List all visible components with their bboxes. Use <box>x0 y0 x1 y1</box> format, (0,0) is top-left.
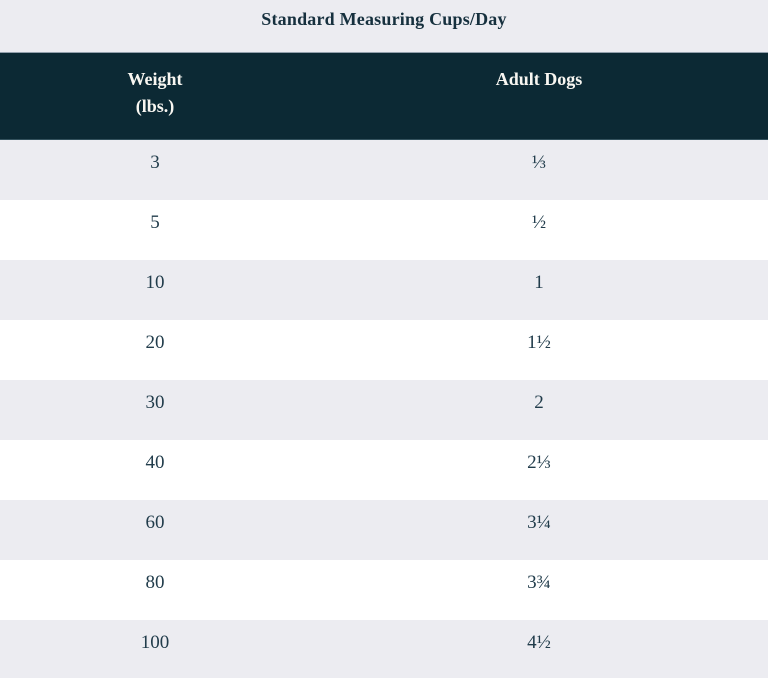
weight-cell: 60 <box>145 512 165 533</box>
table-row: 60 3¼ <box>0 500 768 560</box>
table-row: 20 1½ <box>0 320 768 380</box>
weight-cell: 3 <box>150 152 160 173</box>
weight-cell: 40 <box>145 452 165 473</box>
weight-cell: 30 <box>145 392 165 413</box>
column-header-adult-dogs-label: Adult Dogs <box>495 69 583 89</box>
table-row: 80 3¾ <box>0 560 768 620</box>
cups-cell: 2⅓ <box>527 452 551 473</box>
cups-cell: 1½ <box>527 332 551 353</box>
table-row: 3 ⅓ <box>0 140 768 200</box>
weight-cell: 20 <box>145 332 165 353</box>
table-row: 30 2 <box>0 380 768 440</box>
table-row: 10 1 <box>0 260 768 320</box>
table-row: 5 ½ <box>0 200 768 260</box>
cups-cell: 3¾ <box>527 572 551 593</box>
table-header-row: Weight (lbs.) Adult Dogs <box>0 52 768 140</box>
table-body: 3 ⅓ 5 ½ 10 1 20 1½ 30 2 40 2⅓ 60 3¼ 80 3 <box>0 140 768 678</box>
cups-cell: 2 <box>534 392 544 413</box>
cups-cell: 1 <box>534 272 544 293</box>
column-header-weight-line2: (lbs.) <box>135 96 175 116</box>
cups-cell: 3¼ <box>527 512 551 533</box>
cups-cell: ½ <box>531 212 547 233</box>
table-row: 100 4½ <box>0 620 768 678</box>
weight-cell: 10 <box>145 272 165 293</box>
table-title: Standard Measuring Cups/Day <box>0 0 768 52</box>
column-header-weight-line1: Weight <box>127 69 183 89</box>
weight-cell: 5 <box>150 212 160 233</box>
table-row: 40 2⅓ <box>0 440 768 500</box>
column-header-weight: Weight (lbs.) <box>0 53 310 139</box>
cups-cell: ⅓ <box>531 152 547 173</box>
weight-cell: 100 <box>140 632 170 653</box>
cups-cell: 4½ <box>527 632 551 653</box>
weight-cell: 80 <box>145 572 165 593</box>
column-header-adult-dogs: Adult Dogs <box>310 53 768 139</box>
